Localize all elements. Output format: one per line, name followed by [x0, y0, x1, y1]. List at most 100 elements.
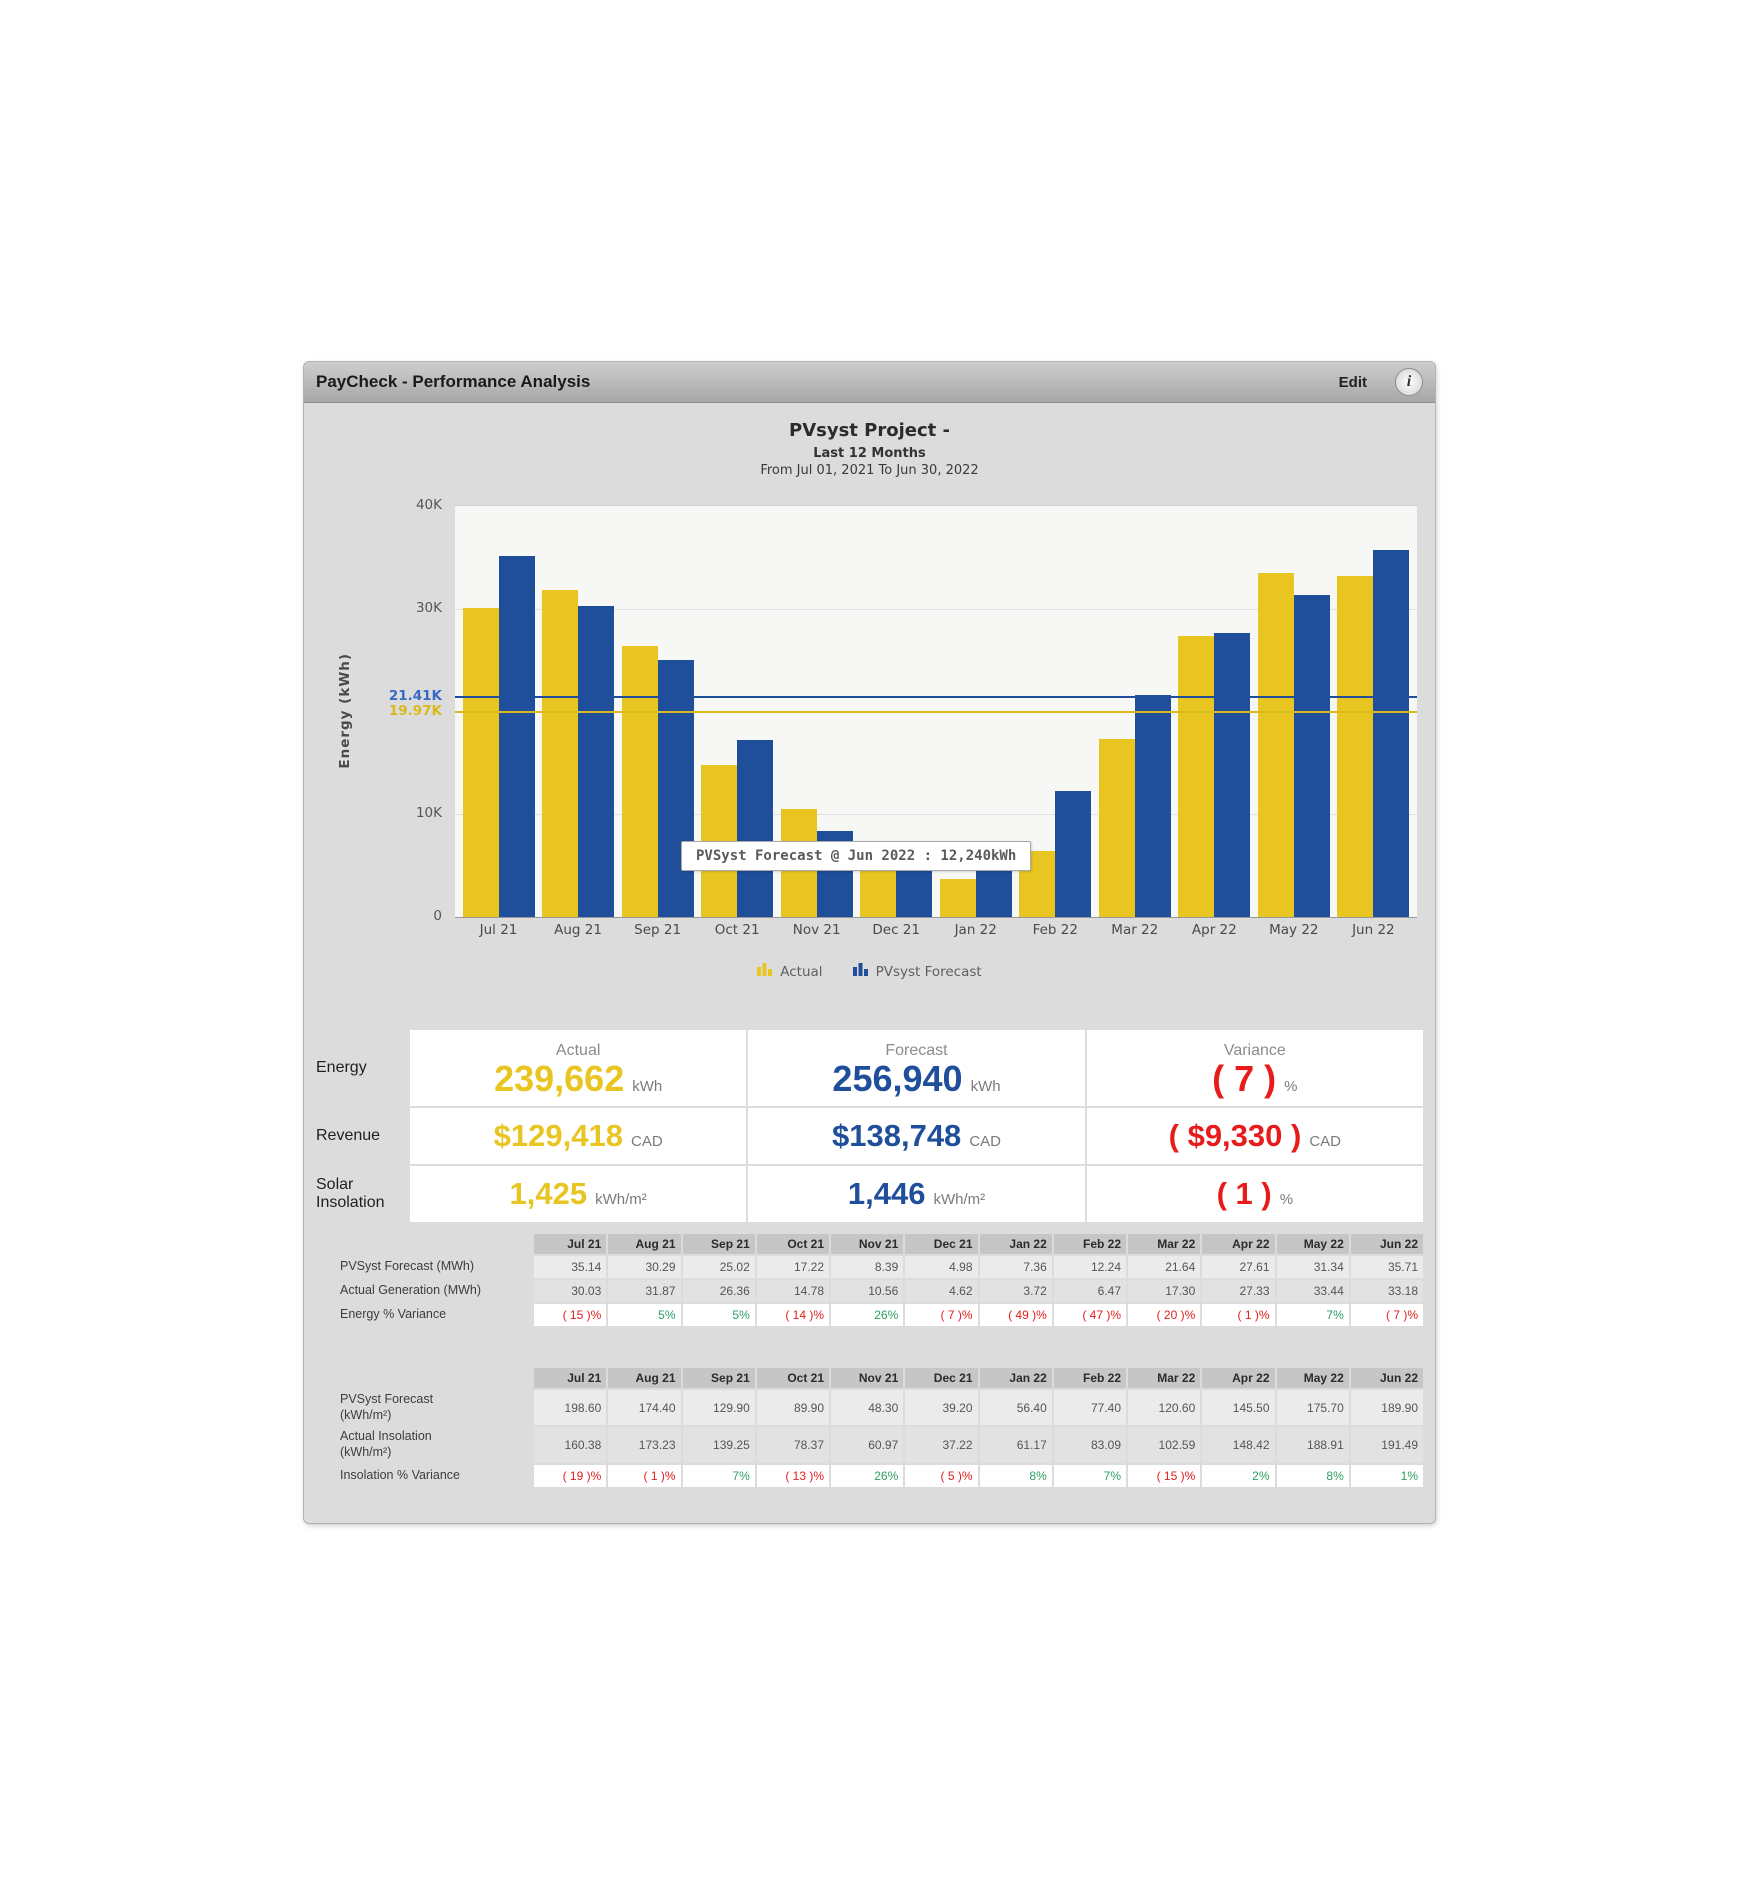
- insolation-actual-unit: kWh/m²: [595, 1190, 647, 1208]
- bar-actual[interactable]: [860, 869, 897, 917]
- x-axis-label: Oct 21: [714, 922, 760, 938]
- month-header: Sep 21: [682, 1234, 755, 1254]
- x-axis-labels: Jul 21 Aug 21 Sep 21 Oct 21 Nov 21 Dec 21 Jan …: [455, 922, 1417, 938]
- bar-forecast[interactable]: [1373, 550, 1410, 917]
- month-header: Jun 22: [1350, 1234, 1423, 1254]
- bar-forecast[interactable]: [896, 865, 933, 917]
- month-header: Apr 22: [1202, 1234, 1275, 1254]
- summary-table: Energy Actual 239,662 kWh Forecast 256,9…: [310, 1030, 1423, 1222]
- value-cell: 89.90: [756, 1390, 829, 1426]
- value-cell: 26.36: [682, 1280, 755, 1302]
- bar-actual[interactable]: [1257, 573, 1294, 917]
- x-axis-label: Jun 22: [1352, 922, 1395, 938]
- insolation-actual-value: 1,425: [509, 1175, 588, 1211]
- chart-title: PVsyst Project -: [789, 420, 950, 441]
- value-cell: 120.60: [1128, 1390, 1201, 1426]
- month-header: Mar 22: [1128, 1234, 1201, 1254]
- gridline: [455, 814, 1417, 816]
- summary-revenue-actual-cell: $129,418 CAD: [410, 1108, 747, 1164]
- bar-group: [860, 506, 933, 917]
- bar-actual[interactable]: [1098, 739, 1135, 917]
- legend-item-pvsyst-forecast[interactable]: PVsyst Forecast: [852, 962, 982, 981]
- value-cell: 17.22: [756, 1256, 829, 1278]
- bar-forecast[interactable]: [578, 605, 615, 917]
- revenue-forecast-unit: CAD: [969, 1132, 1001, 1150]
- x-axis-label: Sep 21: [634, 922, 682, 938]
- value-cell: 7%: [682, 1464, 755, 1487]
- bar-forecast[interactable]: [657, 659, 694, 917]
- x-axis-label: Mar 22: [1111, 922, 1159, 938]
- value-cell: 129.90: [682, 1390, 755, 1426]
- paycheck-panel: PayCheck - Performance Analysis Edit i P…: [304, 362, 1435, 1523]
- summary-label-revenue: Revenue: [316, 1127, 381, 1144]
- value-cell: 33.18: [1350, 1280, 1423, 1302]
- row-label: Actual Generation (MWh): [340, 1283, 482, 1298]
- value-cell: 148.42: [1202, 1427, 1275, 1463]
- month-header: May 22: [1276, 1234, 1349, 1254]
- summary-col-header-forecast: Forecast: [885, 1042, 948, 1060]
- gridline: [455, 608, 1417, 610]
- monthly-table-2: Jul 21 Aug 21 Sep 21 Oct 21 Nov 21 Dec 21 Jan …: [310, 1368, 1423, 1487]
- bar-group: [1098, 506, 1171, 917]
- table-corner: [310, 1368, 532, 1388]
- summary-label-solar-insolation: Solar Insolation: [316, 1176, 385, 1211]
- bar-group: [1178, 506, 1251, 917]
- value-cell: 35.71: [1350, 1256, 1423, 1278]
- value-cell: ( 15 )%: [1128, 1464, 1201, 1487]
- revenue-actual-value: $129,418: [493, 1117, 623, 1153]
- bar-forecast[interactable]: [1055, 791, 1092, 917]
- value-cell: ( 13 )%: [756, 1464, 829, 1487]
- value-cell: 145.50: [1202, 1390, 1275, 1426]
- revenue-forecast-value: $138,748: [832, 1117, 962, 1153]
- x-axis-label: Aug 21: [554, 922, 602, 938]
- edit-button[interactable]: Edit: [1338, 373, 1367, 391]
- month-header: Jan 22: [979, 1234, 1052, 1254]
- value-cell: ( 20 )%: [1128, 1304, 1201, 1326]
- month-header: Dec 21: [905, 1368, 978, 1388]
- info-icon[interactable]: i: [1395, 368, 1423, 396]
- chart-tooltip: PVSyst Forecast @ Jun 2022 : 12,240kWh: [681, 841, 1032, 871]
- bar-actual[interactable]: [621, 646, 658, 917]
- x-axis-label: Feb 22: [1032, 922, 1078, 938]
- value-cell: 77.40: [1053, 1390, 1126, 1426]
- bar-forecast[interactable]: [1293, 594, 1330, 917]
- bar-group: [1337, 506, 1410, 917]
- value-cell: 8.39: [831, 1256, 904, 1278]
- value-cell: 83.09: [1053, 1427, 1126, 1463]
- bar-forecast[interactable]: [737, 740, 774, 917]
- value-cell: 56.40: [979, 1390, 1052, 1426]
- energy-variance-value: ( 7 ): [1212, 1058, 1277, 1100]
- reference-line: [455, 710, 1417, 713]
- bar-actual[interactable]: [1337, 576, 1374, 917]
- bar-actual[interactable]: [1178, 636, 1215, 917]
- month-header: Aug 21: [608, 1368, 681, 1388]
- chart-legend: Actual PVsyst Forecast: [304, 962, 1435, 981]
- value-cell: 198.60: [534, 1390, 607, 1426]
- summary-revenue-variance-cell: ( $9,330 ) CAD: [1086, 1108, 1423, 1164]
- window-title: PayCheck - Performance Analysis: [316, 372, 591, 391]
- legend-label: Actual: [780, 963, 823, 980]
- value-cell: 175.70: [1276, 1390, 1349, 1426]
- bar-actual[interactable]: [542, 589, 579, 917]
- month-header: Nov 21: [831, 1234, 904, 1254]
- value-cell: 7%: [1053, 1464, 1126, 1487]
- ref-line-label: 21.41K: [388, 688, 442, 704]
- bar-actual[interactable]: [462, 608, 499, 917]
- value-cell: ( 1 )%: [1202, 1304, 1275, 1326]
- legend-item-actual[interactable]: Actual: [757, 962, 823, 981]
- summary-insolation-actual-cell: 1,425 kWh/m²: [410, 1166, 747, 1222]
- bar-forecast[interactable]: [1134, 694, 1171, 917]
- insolation-forecast-unit: kWh/m²: [933, 1190, 986, 1208]
- value-cell: 6.47: [1053, 1280, 1126, 1302]
- bar-forecast[interactable]: [1214, 633, 1251, 917]
- value-cell: 31.34: [1276, 1256, 1349, 1278]
- value-cell: 174.40: [608, 1390, 681, 1426]
- summary-col-header-variance: Variance: [1223, 1042, 1286, 1060]
- value-cell: ( 15 )%: [534, 1304, 607, 1326]
- bar-forecast[interactable]: [498, 555, 535, 917]
- y-axis-tick-label: 30K: [415, 599, 442, 616]
- y-axis-tick-label: 0: [433, 908, 442, 924]
- value-cell: 25.02: [682, 1256, 755, 1278]
- bar-chart-icon: [757, 962, 773, 981]
- bar-actual[interactable]: [939, 878, 976, 917]
